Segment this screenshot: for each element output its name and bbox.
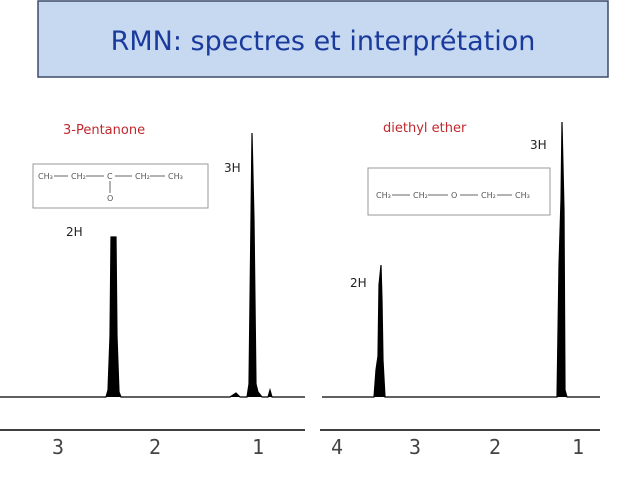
peak-label: 2H — [350, 276, 367, 290]
slide-title: RMN: spectres et interprétation — [111, 26, 536, 57]
structure-substituent: O — [107, 194, 113, 203]
axis-label: 2 — [149, 435, 161, 459]
spectrum-right: diethyl ether CH₃ CH₂ O CH₂ CH₃ 2H 3H 4 … — [320, 121, 600, 459]
axis-label: 1 — [252, 435, 264, 459]
structure-group: CH₃ — [376, 191, 391, 200]
structure-group: CH₃ — [168, 172, 183, 181]
axis-label: 1 — [572, 435, 584, 459]
structure-group: CH₂ — [135, 172, 150, 181]
spectrum-left: 3-Pentanone CH₃ CH₂ C O CH₂ CH₃ 2H 3H 3 … — [0, 123, 305, 459]
peak-label: 3H — [224, 161, 241, 175]
structure-group: CH₃ — [38, 172, 53, 181]
structure-box — [32, 163, 209, 209]
compound-name: diethyl ether — [383, 121, 467, 136]
structure-group: C — [107, 172, 113, 181]
structure-group: CH₃ — [515, 191, 530, 200]
spectrum-trace — [322, 121, 600, 398]
compound-name: 3-Pentanone — [63, 123, 145, 138]
axis-label: 3 — [52, 435, 64, 459]
axis-label: 2 — [489, 435, 501, 459]
axis-label: 4 — [331, 435, 343, 459]
structure-group: CH₂ — [71, 172, 86, 181]
peak-label: 3H — [530, 138, 547, 152]
peak-label: 2H — [66, 225, 83, 239]
structure-group: CH₂ — [413, 191, 428, 200]
title-box — [37, 0, 609, 78]
spectrum-trace — [0, 132, 305, 398]
structure-group: O — [451, 191, 457, 200]
structure-box — [367, 167, 551, 216]
axis-label: 3 — [409, 435, 421, 459]
structure-group: CH₂ — [481, 191, 496, 200]
